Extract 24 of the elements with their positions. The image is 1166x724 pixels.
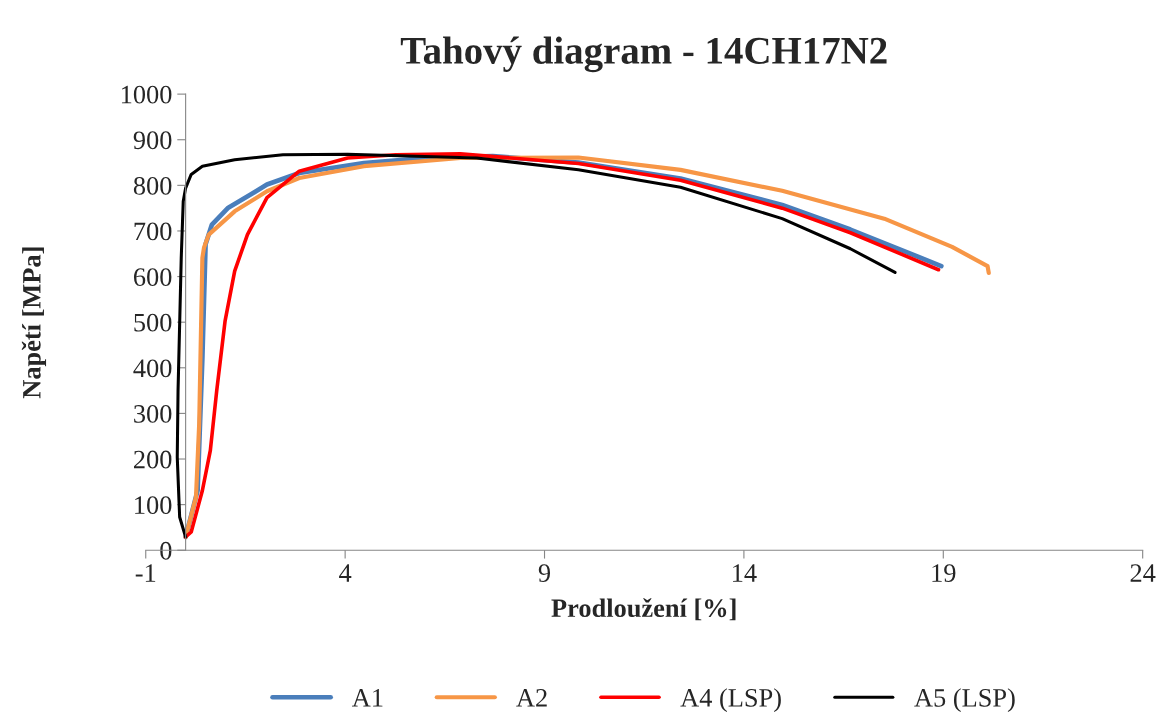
x-tick-label: 24 bbox=[1130, 564, 1156, 582]
x-tick-label: 14 bbox=[733, 564, 757, 582]
chart-title: Tahový diagram - 14CH17N2 bbox=[400, 36, 887, 73]
x-axis-title: Prodloužení [%] bbox=[551, 598, 736, 621]
y-tick-label: 300 bbox=[134, 405, 172, 423]
y-tick-label: 1000 bbox=[121, 85, 172, 104]
legend-label: A5 (LSP) bbox=[914, 688, 1015, 713]
x-tick-label: 4 bbox=[339, 564, 352, 582]
x-tick-label: 19 bbox=[932, 564, 956, 583]
legend-label: A1 bbox=[352, 689, 383, 707]
y-tick-label: 500 bbox=[134, 313, 172, 332]
y-tick-label: 700 bbox=[134, 222, 172, 241]
x-tick-label: -1 bbox=[135, 564, 156, 582]
y-tick-label: 900 bbox=[133, 131, 172, 150]
x-tick-label: 9 bbox=[538, 564, 551, 583]
y-tick-label: 200 bbox=[134, 450, 172, 469]
y-tick-label: 0 bbox=[160, 541, 172, 560]
y-tick-label: 400 bbox=[133, 359, 172, 378]
y-tick-label: 800 bbox=[133, 176, 172, 195]
legend-label: A2 bbox=[516, 689, 547, 707]
y-tick-label: 600 bbox=[133, 268, 172, 286]
y-axis-title: Napětí [MPa] bbox=[21, 247, 47, 399]
y-tick-label: 100 bbox=[135, 496, 172, 515]
legend-label: A4 (LSP) bbox=[680, 688, 781, 713]
